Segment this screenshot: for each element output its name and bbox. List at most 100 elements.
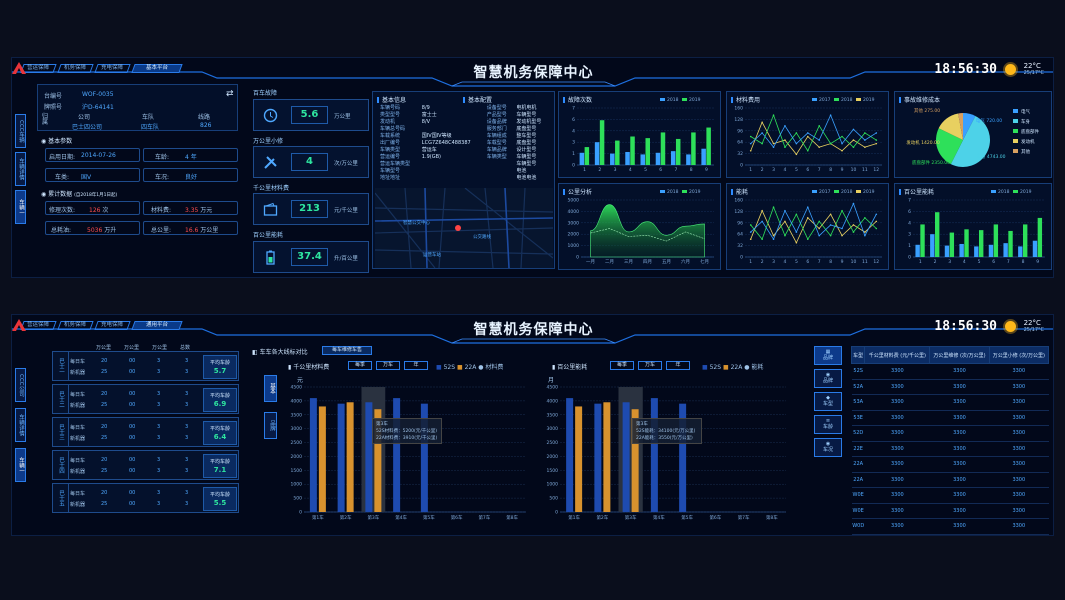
company-row[interactable]: 巴士一 每日车 新机器 20 25 00 00 3 3 3 3 平均车龄 5.7	[52, 351, 239, 381]
x-tick-label: 第6车	[451, 514, 463, 521]
info-cell: 车辆品牌	[486, 147, 507, 153]
bar[interactable]	[309, 398, 317, 512]
bar[interactable]	[622, 402, 630, 512]
table-row[interactable]: 53A 3300 3300 3300	[851, 394, 1049, 411]
mode2-btn-2[interactable]: 万车	[638, 361, 662, 370]
table-cell: 52S	[851, 363, 865, 380]
side-tab-3[interactable]: 车辆一	[15, 190, 26, 224]
filter-btn-3[interactable]: ◆ 车型	[814, 392, 842, 411]
slice-label: 发动机 1420.00	[906, 139, 940, 146]
map[interactable]	[375, 188, 553, 268]
mode-btn-2[interactable]: 万车	[376, 361, 400, 370]
info-cell: 车辆型号	[516, 154, 537, 160]
table-row[interactable]: 52A 3300 3300 3300	[851, 379, 1049, 395]
bar[interactable]	[566, 398, 574, 512]
info-cell: 发动机	[380, 119, 396, 125]
compare-tab-brand[interactable]: 品牌	[264, 412, 277, 439]
mode2-btn-1[interactable]: 每季	[610, 361, 634, 370]
side-tab-1[interactable]: CCC车辆	[15, 114, 26, 148]
filter-btn-4[interactable]: ≡ 车龄	[814, 415, 842, 434]
swap-icon[interactable]: ⇄	[226, 89, 234, 99]
y-tick-label: 0	[740, 163, 743, 169]
table-row[interactable]: 52S 3300 3300 3300	[851, 363, 1049, 380]
table-row[interactable]: W0D 3300 3300 3300	[851, 518, 1049, 535]
table-cell: 3300	[929, 487, 990, 504]
table-row[interactable]: W0E 3300 3300 3300	[851, 503, 1049, 519]
y-tick-label: 3000	[568, 220, 580, 226]
table-row[interactable]: 22E 3300 3300 3300	[851, 441, 1049, 457]
table-row[interactable]: 22A 3300 3300 3300	[851, 472, 1049, 488]
stat-unit-4: 升/百公里	[334, 256, 358, 262]
bar[interactable]	[575, 406, 583, 512]
side-tab-2[interactable]: 车辆详情	[15, 152, 26, 186]
compare-select[interactable]: 每车维修车售	[322, 346, 372, 355]
point	[864, 234, 866, 237]
y-tick-label: 0	[555, 510, 558, 516]
filter-btn-1[interactable]: ▦ 品牌	[814, 346, 842, 365]
bar[interactable]	[365, 402, 373, 512]
y-tick-label: 3	[908, 232, 911, 238]
header: 营运保障 机务保障 充电保障 基本平台 智慧机务保障中心 18:56:30 22…	[12, 58, 1053, 88]
table-row[interactable]: 52D 3300 3300 3300	[851, 425, 1049, 442]
table-row[interactable]: 22A 3300 3300 3300	[851, 456, 1049, 473]
d2-side-tab-1[interactable]: CCC公司	[15, 368, 26, 402]
info-cell: 车载系统	[380, 133, 401, 139]
bar	[1032, 240, 1038, 257]
tip2-line1: 第3车	[636, 422, 648, 427]
bar	[701, 148, 706, 165]
bar[interactable]	[650, 398, 658, 512]
bar[interactable]	[318, 406, 326, 512]
x-tick-label: 第5车	[681, 514, 693, 521]
filter-btn-5[interactable]: ◉ 车况	[814, 438, 842, 457]
x-tick-label: 2	[598, 167, 601, 173]
compare-tab-basic[interactable]: 基本	[264, 375, 277, 402]
bar	[625, 151, 630, 165]
filter-btn-2[interactable]: ◉ 品牌	[814, 369, 842, 388]
y-tick-label: 3500	[291, 412, 303, 418]
bar[interactable]	[346, 402, 354, 512]
x-tick-label: 7	[818, 167, 821, 173]
bar	[686, 154, 691, 165]
company-row[interactable]: 巴士四 每日车 新机器 20 25 00 00 3 3 3 3 平均车龄 7.1	[52, 450, 239, 480]
table-row[interactable]: W0E 3300 3300 3300	[851, 487, 1049, 504]
clock: 18:56:30	[934, 62, 997, 77]
bar	[1008, 230, 1013, 257]
stat-unit-1: 万公里	[334, 114, 351, 120]
mode-btn-3[interactable]: 年	[404, 361, 428, 370]
bar[interactable]	[679, 403, 687, 512]
basic-title: ◉ 基本参数	[41, 138, 73, 145]
dashboard-vehicle: 营运保障 机务保障 充电保障 基本平台 智慧机务保障中心 18:56:30 22…	[11, 57, 1054, 278]
bar[interactable]	[393, 398, 401, 512]
table-cell: 52A	[851, 379, 865, 395]
series-line	[750, 113, 877, 152]
bar[interactable]	[603, 402, 611, 512]
row-line-2: 新机器	[70, 469, 86, 475]
mode2-btn-3[interactable]: 年	[666, 361, 690, 370]
point	[761, 121, 763, 124]
legend-swatch	[1013, 119, 1018, 123]
company-row[interactable]: 巴士三 每日车 新机器 20 25 00 00 3 3 3 3 平均车龄 6.4	[52, 417, 239, 447]
row-val: 00	[129, 490, 136, 496]
info-cell	[485, 174, 515, 181]
info-row: 车辆总号码 服务部门 底盘型号	[378, 125, 550, 132]
d2-side-tab-2[interactable]: 车辆详情	[15, 408, 26, 442]
bar[interactable]	[594, 403, 602, 512]
table-row[interactable]: 53E 3300 3300 3300	[851, 410, 1049, 426]
company-tag: 巴士五	[53, 484, 69, 512]
bar	[920, 224, 925, 257]
d2-side-tab-3[interactable]: 车辆一	[15, 448, 26, 482]
bar[interactable]	[337, 403, 345, 512]
company-row[interactable]: 巴士五 每日车 新机器 20 25 00 00 3 3 3 3 平均车龄 5.5	[52, 483, 239, 513]
company-value: 巴士四公司	[72, 124, 103, 131]
bar	[988, 244, 994, 257]
company-row[interactable]: 巴士二 每日车 新机器 20 25 00 00 3 3 3 3 平均车龄 6.9	[52, 384, 239, 414]
mode-btn-1[interactable]: 每季	[348, 361, 372, 370]
bar[interactable]	[631, 409, 639, 512]
row-val: 3	[185, 490, 189, 496]
thousand-title: 百公里能耗	[899, 187, 934, 196]
point	[841, 149, 843, 152]
legend-2: ■ 52S ■ 22A ● 能耗	[702, 364, 764, 371]
bar[interactable]	[374, 409, 382, 512]
slice-label: 车身 4743.00	[976, 153, 1005, 160]
bar[interactable]	[420, 403, 428, 512]
